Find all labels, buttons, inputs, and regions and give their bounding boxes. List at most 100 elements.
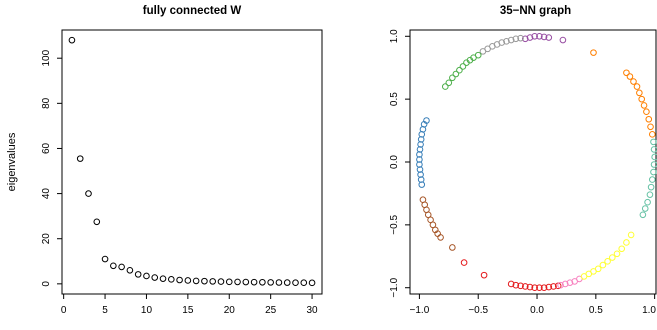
eigenvalue-point [143, 272, 150, 280]
graph-node-point [526, 283, 534, 291]
eigenvalue-point [259, 278, 266, 286]
eigenvalue-point [134, 271, 142, 278]
graph-node-point [416, 146, 424, 153]
graph-node-point [517, 34, 524, 42]
eigenvalue-point [234, 278, 241, 286]
cluster-series [419, 196, 456, 251]
x-tick-label: 10 [141, 305, 153, 316]
graph-node-point [545, 283, 553, 291]
graph-node-point [531, 32, 538, 40]
cluster-series [441, 51, 482, 90]
graph-node-point [417, 136, 425, 143]
y-tick-label: 20 [41, 233, 52, 245]
graph-node-point [512, 281, 520, 289]
graph-node-point [633, 83, 641, 90]
graph-node-point [417, 141, 424, 148]
eigenvalue-point [225, 278, 233, 286]
graph-node-point [480, 271, 488, 279]
graph-node-point [638, 95, 646, 103]
x-tick-label: 0.0 [530, 305, 544, 316]
x-tick-label: 15 [182, 305, 194, 316]
graph-node-point [623, 69, 630, 77]
graph-node-point [503, 38, 510, 45]
eigenvalue-point [101, 255, 109, 263]
graph-node-point [545, 34, 553, 41]
eigenvalue-point [118, 263, 125, 271]
eigenvalue-point [275, 279, 283, 286]
x-tick-label: −1.0 [410, 305, 430, 316]
x-tick-label: 5 [102, 305, 108, 316]
graph-node-point [418, 131, 426, 138]
graph-node-point [531, 284, 538, 292]
graph-node-point [650, 168, 657, 176]
y-tick-label: 100 [41, 49, 52, 66]
graph-node-point [618, 245, 626, 253]
graph-node-point [417, 171, 424, 178]
eigenvalue-point [76, 155, 84, 162]
graph-node-point [449, 74, 456, 82]
cluster-series [580, 231, 635, 280]
graph-node-point [498, 39, 506, 46]
y-tick-label: 60 [41, 142, 52, 154]
y-tick-label: −1.0 [389, 277, 400, 297]
graph-node-point [646, 191, 654, 198]
graph-node-point [540, 284, 548, 292]
graph-node-point [559, 36, 567, 44]
eigenvalue-point [242, 278, 250, 286]
eigenvalue-point [267, 279, 274, 286]
cluster-series [590, 49, 656, 138]
eigenvalue-point [110, 262, 117, 270]
graph-node-point [561, 280, 569, 288]
graph-node-point [613, 250, 621, 258]
chart-title: fully connected W [143, 5, 242, 17]
graph-node-point [423, 117, 430, 124]
graph-node-point [456, 66, 463, 74]
graph-node-point [604, 258, 611, 265]
graph-node-point [460, 259, 468, 266]
graph-node-point [630, 78, 637, 85]
eigenvalue-point [283, 279, 291, 286]
x-tick-label: 25 [265, 305, 277, 316]
graph-node-point [416, 151, 423, 158]
graph-node-point [648, 176, 656, 183]
graph-node-point [645, 115, 653, 123]
graph-node-point [416, 166, 424, 173]
graph-node-point [639, 211, 647, 219]
graph-node-point [609, 254, 616, 261]
graph-node-point [512, 35, 520, 43]
graph-node-point [459, 63, 467, 70]
graph-node-point [441, 83, 449, 90]
graph-node-point [641, 205, 649, 212]
graph-node-point [521, 283, 529, 290]
y-tick-label: 1.0 [389, 29, 400, 43]
plot-frame [61, 29, 323, 295]
eigenvalue-point [292, 279, 299, 287]
y-tick-label: 80 [41, 97, 52, 109]
eigenvalue-point [85, 190, 92, 197]
plot-frame [409, 29, 657, 295]
graph-node-point [640, 102, 648, 109]
y-tick-label: 40 [41, 188, 52, 200]
eigenvalue-point [93, 218, 101, 226]
eigenvalue-point [184, 277, 192, 284]
eigenvalue-point [126, 267, 134, 274]
graph-node-point [536, 284, 543, 292]
graph-node-point [648, 131, 656, 138]
cluster-series [557, 275, 583, 289]
y-tick-label: −0.5 [389, 215, 400, 235]
eigenvalue-point [308, 279, 316, 287]
graph-node-point [417, 176, 425, 183]
x-tick-label: 0 [61, 305, 67, 316]
graph-node-point [474, 51, 482, 59]
eigenvalue-point [167, 276, 175, 283]
graph-node-point [636, 89, 643, 97]
graph-node-point [449, 244, 456, 251]
knn-graph-panel: 35−NN graph −1.0 −0.5 0.0 0.5 1.0 −1.0 −0.5 0.0 0… [389, 5, 657, 316]
graph-node-point [418, 181, 426, 188]
y-tick-label: 0.0 [389, 155, 400, 169]
eigenvalue-panel: fully connected W eigenvalues 0 5 10 15 20 25 30… [6, 5, 323, 316]
y-axis-label: eigenvalues [6, 132, 18, 191]
graph-node-point [623, 239, 630, 246]
graph-node-point [590, 49, 597, 56]
